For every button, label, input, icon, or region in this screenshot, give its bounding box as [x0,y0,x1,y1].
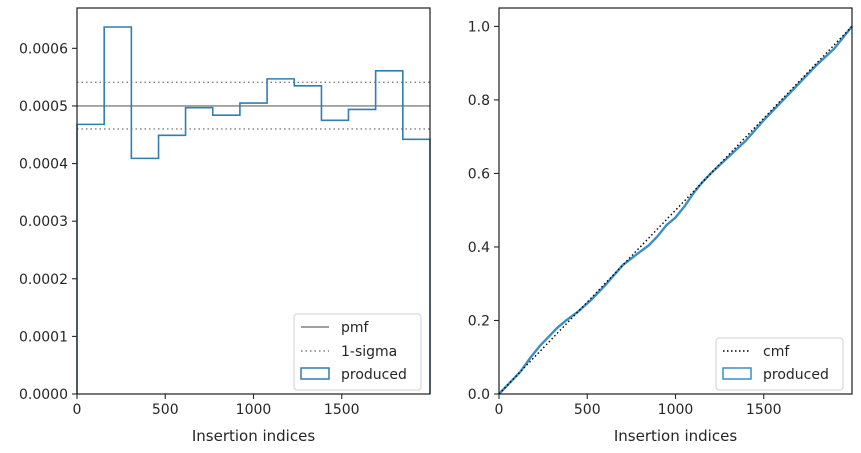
produced-step [76,26,431,394]
legend: pmf 1-sigma produced [293,313,422,391]
y-tick-label: 0.6 [468,166,490,182]
legend-produced-swatch [722,367,752,380]
x-axis-ticks: 0 500 1000 1500 [73,394,360,418]
y-tick-label: 0.0003 [19,214,68,230]
x-tick-label: 1000 [658,402,694,418]
y-axis-ticks: 0.0 0.2 0.4 0.6 0.8 1.0 [468,19,499,403]
produced-histogram [76,26,431,394]
y-tick-label: 0.0 [468,387,490,403]
y-tick-label: 0.0005 [19,99,68,115]
y-tick-label: 0.4 [468,240,490,256]
x-axis-label: Insertion indices [614,427,737,445]
x-tick-label: 1500 [746,402,782,418]
legend-label: produced [763,367,829,383]
x-tick-label: 500 [152,402,179,418]
y-tick-label: 0.0004 [19,157,68,173]
y-tick-label: 0.0001 [19,329,68,345]
x-tick-label: 1500 [324,402,360,418]
legend-label: pmf [341,320,370,336]
x-axis-ticks: 0 500 1000 1500 [495,394,782,418]
plot-frame [498,7,853,395]
y-axis-ticks: 0.0000 0.0001 0.0002 0.0003 0.0004 0.0005 0.00… [19,41,77,403]
x-axis-label: Insertion indices [192,427,315,445]
produced-cdf-line [498,25,853,395]
y-tick-label: 0.8 [468,93,490,109]
x-tick-label: 0 [495,402,504,418]
legend-label: produced [341,367,407,383]
y-tick-label: 0.0000 [19,387,68,403]
pmf-panel: 0 500 1000 1500 0.00000.00010.00020.00030.0… [19,7,431,445]
legend-produced-swatch [300,367,330,380]
y-tick-label: 1.0 [468,19,490,35]
x-tick-label: 500 [574,402,601,418]
legend-label: 1-sigma [341,344,397,360]
legend-box [293,313,422,391]
y-tick-label: 0.0006 [19,41,68,57]
y-tick-label: 0.0002 [19,272,68,288]
legend-label: cmf [763,344,790,360]
sigma-lines [77,81,430,130]
x-tick-label: 1000 [236,402,272,418]
cmf-panel: 0 500 1000 1500 0.0 0.2 0.4 0.6 0.8 1.0 Insertio… [468,7,853,445]
cmf-line [498,25,853,395]
y-tick-label: 0.2 [468,313,490,329]
x-tick-label: 0 [73,402,82,418]
legend: cmf produced [715,337,844,391]
